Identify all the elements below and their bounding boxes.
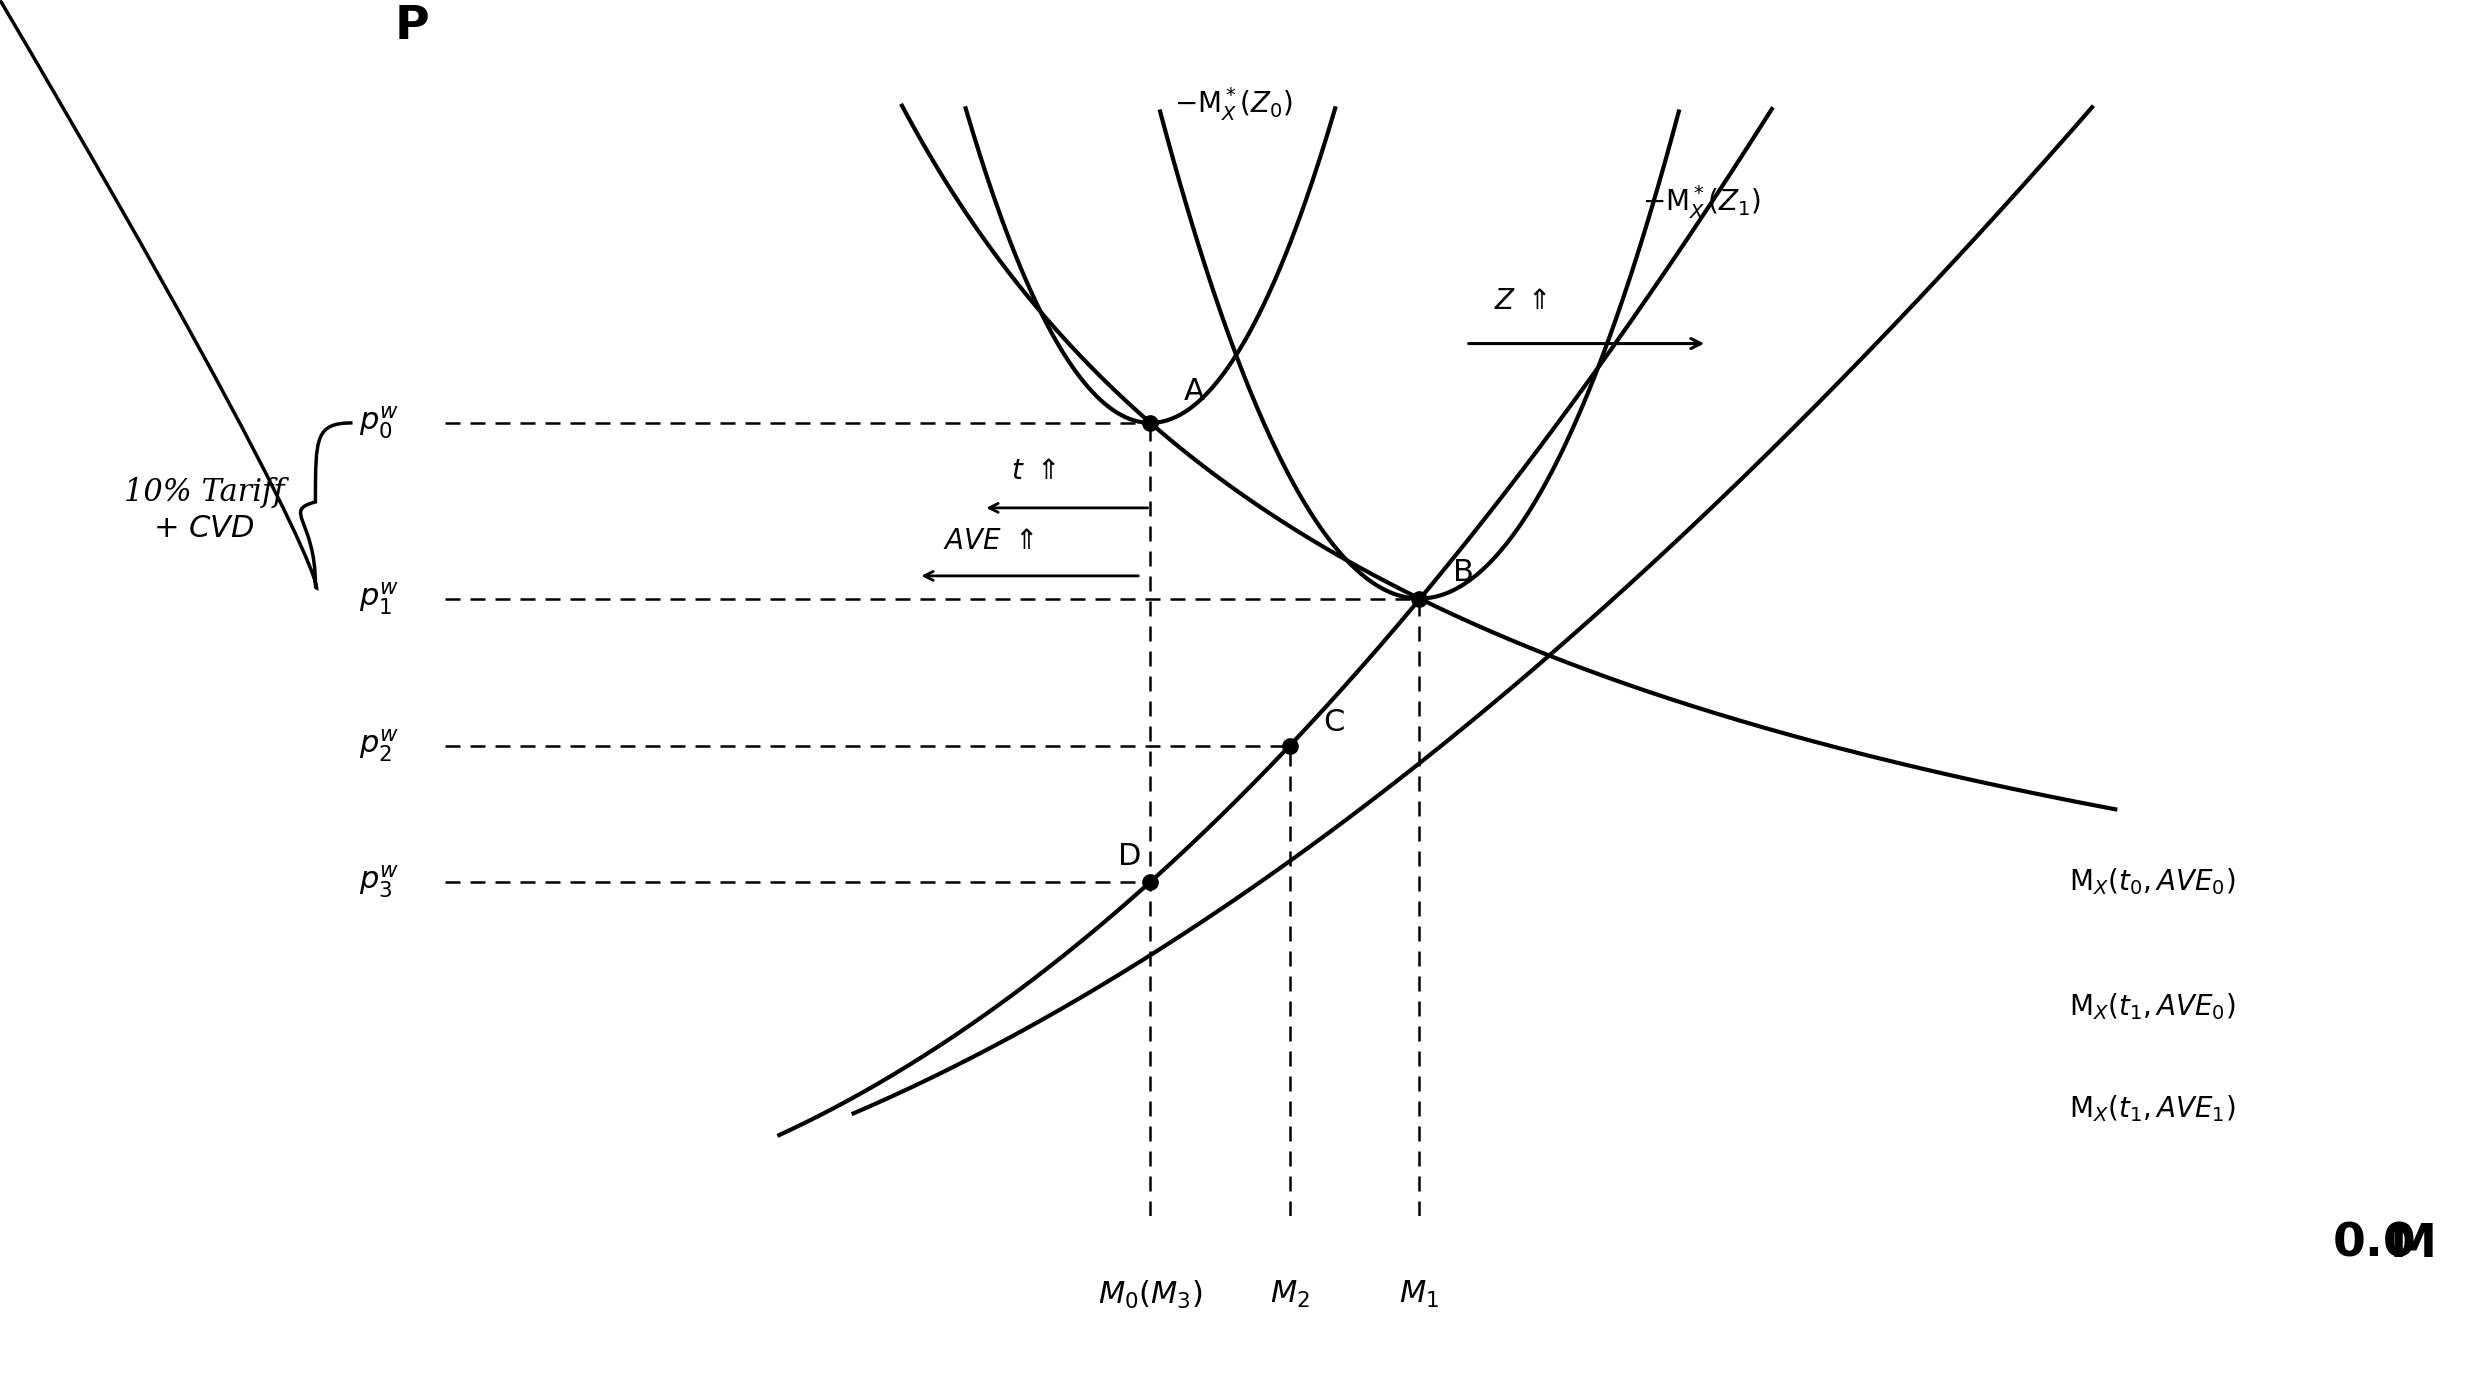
Text: $M_1$: $M_1$ (1400, 1278, 1440, 1310)
Text: $\mathrm{M}_X(t_0,AVE_0)$: $\mathrm{M}_X(t_0,AVE_0)$ (2068, 867, 2236, 897)
Text: $p_2^w$: $p_2^w$ (359, 727, 398, 764)
Text: $M_0(M_3)$: $M_0(M_3)$ (1098, 1278, 1202, 1310)
Text: $\mathrm{M}_X(t_1,AVE_1)$: $\mathrm{M}_X(t_1,AVE_1)$ (2068, 1093, 2236, 1124)
Text: $-\mathrm{M}_X^*(Z_0)$: $-\mathrm{M}_X^*(Z_0)$ (1175, 84, 1294, 123)
Text: D: D (1118, 842, 1141, 871)
Text: P: P (393, 4, 430, 48)
Text: C: C (1324, 708, 1343, 737)
Text: M: M (2390, 1222, 2437, 1267)
Text: A: A (1183, 377, 1205, 406)
Text: 10% Tariff
$+$ $CVD$: 10% Tariff $+$ $CVD$ (124, 477, 285, 545)
Text: $p_1^w$: $p_1^w$ (359, 580, 398, 616)
Text: 0.0: 0.0 (2333, 1222, 2417, 1267)
Text: $-\mathrm{M}_X^*(Z_1)$: $-\mathrm{M}_X^*(Z_1)$ (1643, 182, 1761, 221)
Text: B: B (1452, 558, 1475, 587)
Text: $t$ $\Uparrow$: $t$ $\Uparrow$ (1012, 457, 1056, 485)
Text: $AVE$ $\Uparrow$: $AVE$ $\Uparrow$ (943, 528, 1034, 556)
Text: $p_3^w$: $p_3^w$ (359, 864, 398, 900)
Text: $p_0^w$: $p_0^w$ (359, 405, 398, 441)
Text: $Z$ $\Uparrow$: $Z$ $\Uparrow$ (1494, 287, 1546, 315)
Text: $M_2$: $M_2$ (1269, 1278, 1309, 1310)
Text: $\mathrm{M}_X(t_1,AVE_0)$: $\mathrm{M}_X(t_1,AVE_0)$ (2068, 991, 2236, 1021)
